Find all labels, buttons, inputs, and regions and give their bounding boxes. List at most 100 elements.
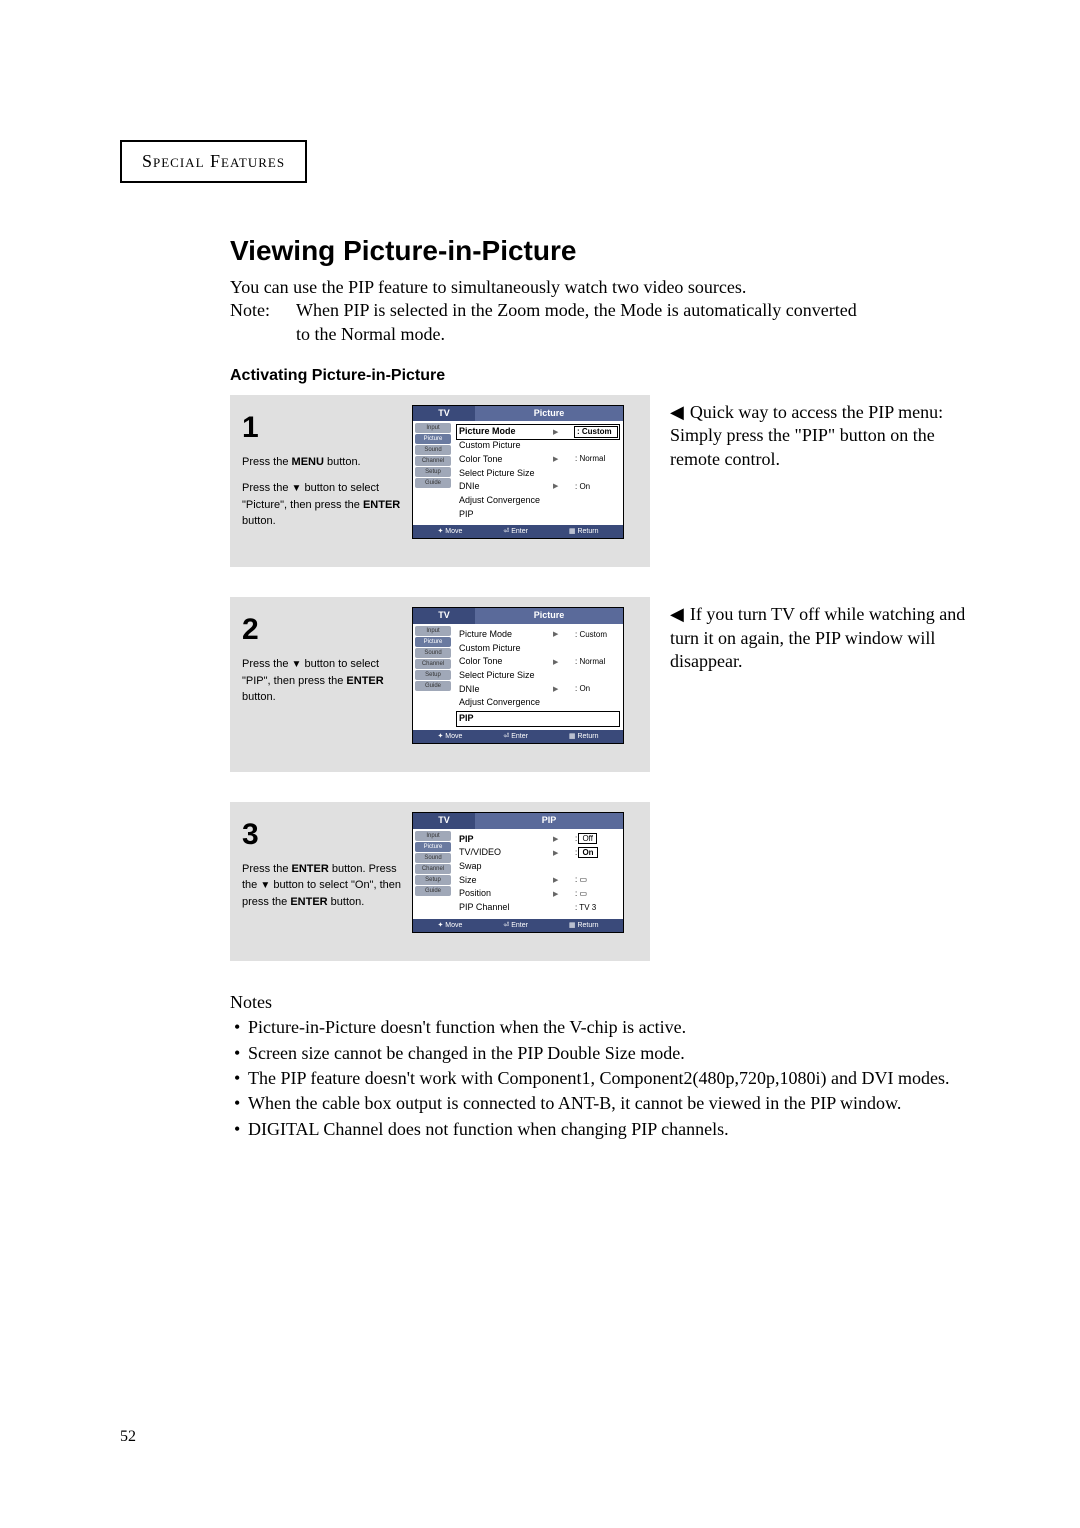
step-2-number: 2 xyxy=(242,607,402,652)
menu-footer: ✦ Move ⏎ Enter ▦ Return xyxy=(413,730,623,743)
menu-row-label: PIP Channel xyxy=(459,902,549,914)
down-icon: ▼ xyxy=(292,657,302,672)
footer-item: ✦ Move xyxy=(437,732,462,741)
menu-row-boxed: PIP xyxy=(457,712,619,726)
menu-row-val: : Normal xyxy=(575,454,617,464)
notes-list: Picture-in-Picture doesn't function when… xyxy=(230,1016,980,1141)
menu-screenshot-2: TV Picture Input Picture Sound Channel S… xyxy=(412,607,624,744)
side-item: Setup xyxy=(415,670,451,680)
side-item: Channel xyxy=(415,659,451,669)
footer-item: ✦ Move xyxy=(437,921,462,930)
val-on: On xyxy=(579,848,596,857)
down-icon: ▼ xyxy=(260,878,270,893)
note-label: Note: xyxy=(230,299,296,346)
menu-header-right: Picture xyxy=(475,608,623,624)
t: button. xyxy=(242,515,276,527)
menu-header-left: TV xyxy=(413,608,475,624)
step-3-panel: 3 Press the ENTER button. Press the ▼ bu… xyxy=(230,802,650,961)
side-item: Picture xyxy=(415,434,451,444)
step-2-row: 2 Press the ▼ button to select "PIP", th… xyxy=(230,597,980,772)
ind-icon: ▶ xyxy=(553,890,571,899)
menu-row-label: Adjust Convergence xyxy=(459,495,549,507)
note-item: Screen size cannot be changed in the PIP… xyxy=(230,1042,980,1065)
left-triangle-icon: ◀ xyxy=(670,401,684,424)
menu-row-label: Size xyxy=(459,875,549,887)
menu-header-right: Picture xyxy=(475,406,623,422)
menu-footer: ✦ Move ⏎ Enter ▦ Return xyxy=(413,525,623,538)
menu-row-label: Swap xyxy=(459,861,549,873)
t: Press the xyxy=(242,482,292,494)
menu-row-val: : On xyxy=(575,482,617,492)
section-label-box: Special Features xyxy=(120,140,307,183)
footer-item: ✦ Move xyxy=(437,527,462,536)
side-item: Setup xyxy=(415,875,451,885)
menu-screenshot-3: TV PIP Input Picture Sound Channel Setup… xyxy=(412,812,624,933)
menu-row-val: : Custom xyxy=(575,630,617,640)
menu-row-label: Color Tone xyxy=(459,656,549,668)
down-icon: ▼ xyxy=(292,481,302,496)
ind-icon: ▶ xyxy=(553,685,571,694)
val-off: Off xyxy=(579,834,596,843)
ind-icon: ▶ xyxy=(553,658,571,667)
menu-row-val: : On xyxy=(575,684,617,694)
ind-icon: ▶ xyxy=(553,428,571,437)
enter-bold: ENTER xyxy=(346,675,383,687)
menu-row-val: : ▭ xyxy=(575,889,617,899)
tip-1: ◀Quick way to access the PIP menu: Simpl… xyxy=(670,395,980,471)
side-item: Channel xyxy=(415,864,451,874)
side-item: Picture xyxy=(415,842,451,852)
menu-sidebar: Input Picture Sound Channel Setup Guide xyxy=(413,421,453,525)
step-3-text: 3 Press the ENTER button. Press the ▼ bu… xyxy=(242,812,402,933)
ind-icon: ▶ xyxy=(553,849,571,858)
side-item: Input xyxy=(415,831,451,841)
enter-bold: ENTER xyxy=(290,896,327,908)
menu-row-val: : Custom xyxy=(575,427,617,437)
t: Press the xyxy=(242,658,292,670)
note-item: When the cable box output is connected t… xyxy=(230,1092,980,1115)
notes-heading: Notes xyxy=(230,991,980,1014)
side-item: Setup xyxy=(415,467,451,477)
step-1-text: 1 Press the MENU button. Press the ▼ but… xyxy=(242,405,402,540)
menu-row-label: Color Tone xyxy=(459,454,549,466)
menu-row-val: : ▭ xyxy=(575,875,617,885)
menu-row-label: DNIe xyxy=(459,481,549,493)
enter-bold: ENTER xyxy=(363,499,400,511)
side-item: Guide xyxy=(415,681,451,691)
menu-main: PIP▶: Off TV/VIDEO▶: On Swap Size▶: ▭ Po… xyxy=(453,829,623,919)
enter-bold: ENTER xyxy=(292,863,329,875)
menu-row-label: Custom Picture xyxy=(459,643,549,655)
menu-main: Picture Mode ▶ : Custom Custom Picture Col… xyxy=(453,624,623,730)
side-item: Sound xyxy=(415,853,451,863)
menu-row-label: Picture Mode xyxy=(459,426,549,438)
footer-item: ▦ Return xyxy=(569,527,599,536)
menu-row-label: Position xyxy=(459,888,549,900)
page-number: 52 xyxy=(120,1427,136,1448)
step-2-panel: 2 Press the ▼ button to select "PIP", th… xyxy=(230,597,650,772)
left-triangle-icon: ◀ xyxy=(670,603,684,626)
side-item: Input xyxy=(415,423,451,433)
section-label: Special Features xyxy=(142,151,285,171)
menu-row-val: : TV 3 xyxy=(575,903,617,913)
menu-row-label: PIP xyxy=(459,834,549,846)
menu-row-label: TV/VIDEO xyxy=(459,847,549,859)
menu-header-right: PIP xyxy=(475,813,623,829)
menu-footer: ✦ Move ⏎ Enter ▦ Return xyxy=(413,919,623,932)
side-item: Channel xyxy=(415,456,451,466)
side-item: Sound xyxy=(415,648,451,658)
side-item: Picture xyxy=(415,637,451,647)
menu-sidebar: Input Picture Sound Channel Setup Guide xyxy=(413,829,453,919)
note-item: DIGITAL Channel does not function when c… xyxy=(230,1118,980,1141)
note-text-1: When PIP is selected in the Zoom mode, t… xyxy=(296,300,857,320)
menu-screenshot-1: TV Picture Input Picture Sound Channel S… xyxy=(412,405,624,540)
t: button. xyxy=(324,456,361,468)
note-item: The PIP feature doesn't work with Compon… xyxy=(230,1067,980,1090)
tip-text: If you turn TV off while watching and tu… xyxy=(670,604,965,671)
note-item: Picture-in-Picture doesn't function when… xyxy=(230,1016,980,1039)
menu-row-label: DNIe xyxy=(459,684,549,696)
tip-2: ◀If you turn TV off while watching and t… xyxy=(670,597,980,673)
step-1-number: 1 xyxy=(242,405,402,450)
subheading: Activating Picture-in-Picture xyxy=(230,366,980,387)
step-3-row: 3 Press the ENTER button. Press the ▼ bu… xyxy=(230,802,980,961)
footer-item: ⏎ Enter xyxy=(503,921,528,930)
menu-row-label: Picture Mode xyxy=(459,629,549,641)
